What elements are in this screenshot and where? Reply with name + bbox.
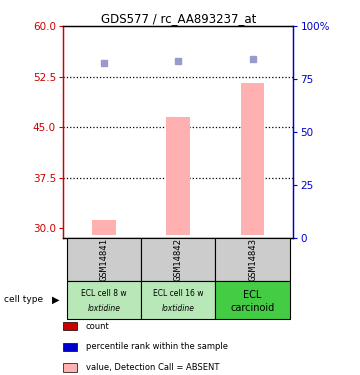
Bar — [166, 117, 190, 235]
Bar — [67, 238, 141, 281]
Text: loxtidine: loxtidine — [87, 304, 120, 313]
Text: loxtidine: loxtidine — [162, 304, 195, 313]
Title: GDS577 / rc_AA893237_at: GDS577 / rc_AA893237_at — [100, 12, 256, 25]
Bar — [215, 281, 290, 319]
Text: cell type: cell type — [4, 296, 43, 304]
Text: value, Detection Call = ABSENT: value, Detection Call = ABSENT — [86, 363, 219, 372]
Text: ECL cell 16 w: ECL cell 16 w — [153, 289, 203, 298]
Bar — [215, 238, 290, 281]
Text: ▶: ▶ — [52, 295, 59, 305]
Text: percentile rank within the sample: percentile rank within the sample — [86, 342, 228, 351]
Text: count: count — [86, 322, 109, 331]
Text: GSM14843: GSM14843 — [248, 238, 257, 281]
Text: GSM14841: GSM14841 — [99, 238, 108, 281]
Bar — [141, 281, 215, 319]
Text: ECL: ECL — [243, 291, 262, 300]
Text: ECL cell 8 w: ECL cell 8 w — [81, 289, 127, 298]
Text: carcinoid: carcinoid — [230, 303, 275, 313]
Bar — [67, 281, 141, 319]
Bar — [141, 238, 215, 281]
Text: GSM14842: GSM14842 — [174, 238, 183, 281]
Bar — [240, 83, 264, 235]
Bar — [92, 220, 116, 235]
